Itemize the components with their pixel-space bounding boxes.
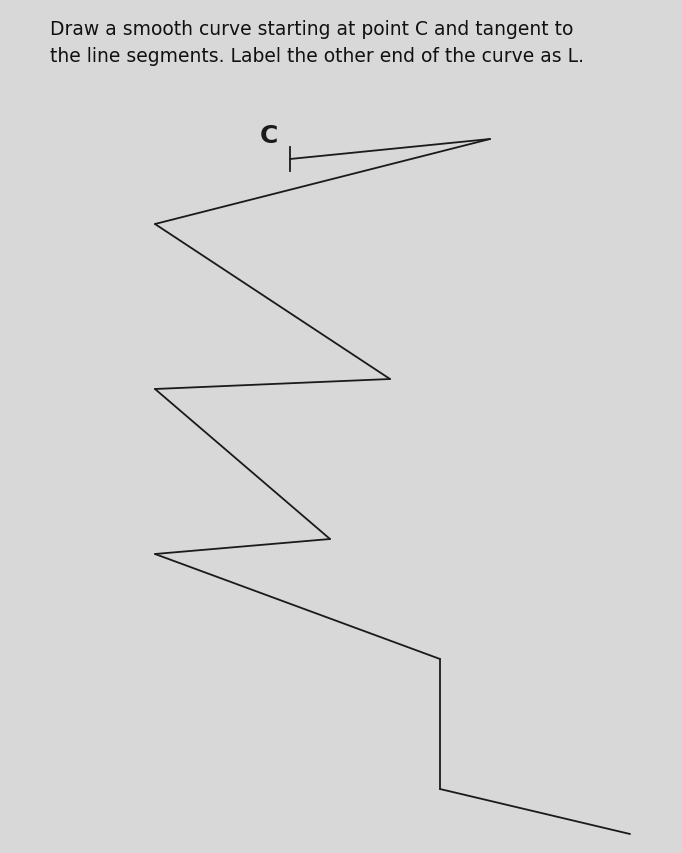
Text: C: C [260, 124, 278, 148]
Text: Draw a smooth curve starting at point C and tangent to
the line segments. Label : Draw a smooth curve starting at point C … [50, 20, 584, 66]
